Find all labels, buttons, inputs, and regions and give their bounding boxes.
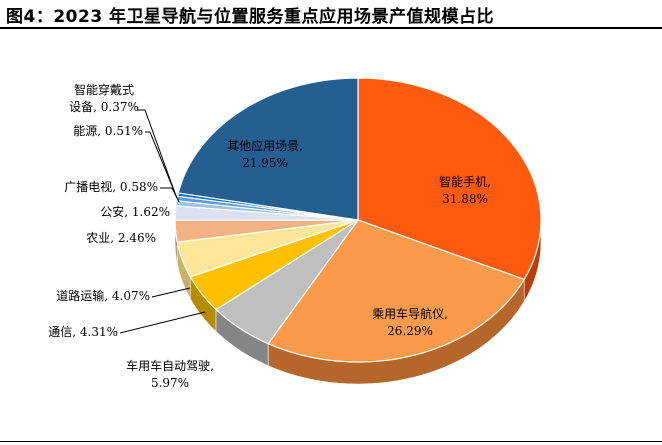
slice-label-8: 能源, 0.51% (73, 124, 143, 138)
slice-label-6: 公安, 1.62% (100, 204, 170, 219)
slice-label-2: 车用车自动驾驶, (126, 358, 214, 373)
slice-label-10: 其他应用场景, (227, 138, 303, 153)
slice-label-9: 智能穿戴式 (74, 82, 134, 97)
slice-label-0: 智能手机, (439, 174, 491, 189)
pie-slice-0 (357, 77, 542, 281)
pie-slice-1 (267, 219, 526, 363)
slice-value-1: 26.29% (387, 324, 433, 338)
figure-title: 图4：2023 年卫星导航与位置服务重点应用场景产值规模占比 (6, 7, 495, 27)
leader-line-4 (151, 287, 191, 298)
slice-value-9: 设备, 0.37% (69, 100, 139, 114)
slice-value-10: 21.95% (242, 156, 288, 170)
slice-label-5: 农业, 2.46% (86, 231, 156, 245)
slice-value-2: 5.97% (151, 376, 189, 390)
slice-label-4: 道路运输, 4.07% (56, 288, 150, 303)
leader-line-9 (137, 109, 177, 197)
bottom-rule (0, 441, 662, 442)
title-underline (0, 27, 662, 29)
slice-label-7: 广播电视, 0.58% (64, 179, 158, 194)
leader-line-3 (119, 311, 206, 334)
leader-line-8 (145, 131, 178, 199)
pie-slice-10 (177, 77, 359, 221)
slice-label-1: 乘用车导航仪, (372, 306, 448, 321)
slice-label-3: 通信, 4.31% (48, 325, 118, 339)
slice-value-0: 31.88% (442, 192, 488, 206)
